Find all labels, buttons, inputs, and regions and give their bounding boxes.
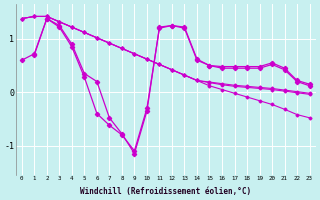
X-axis label: Windchill (Refroidissement éolien,°C): Windchill (Refroidissement éolien,°C)	[80, 187, 251, 196]
